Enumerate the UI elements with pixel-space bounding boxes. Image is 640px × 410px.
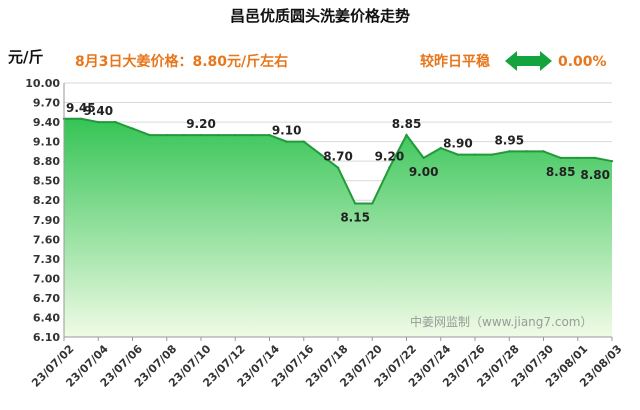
y-tick-label: 10.00 [25,77,60,90]
data-label: 8.15 [340,210,370,224]
y-tick-label: 9.40 [33,116,60,129]
y-tick-label: 6.70 [33,292,60,305]
data-point [199,133,203,137]
data-point [473,153,477,156]
y-tick-label: 9.70 [33,97,60,110]
data-label: 9.20 [186,117,216,131]
data-point [97,120,100,124]
data-label: 9.10 [272,124,302,138]
price-area [64,118,612,337]
y-tick-label: 7.00 [33,272,60,285]
data-point [508,150,511,153]
data-point [79,117,83,121]
data-point [216,133,220,137]
data-point [490,153,494,156]
y-tick-label: 6.10 [33,331,60,344]
chart-title: 昌邑优质圆头洗姜价格走势 [230,7,410,25]
change-value: 0.00% [558,54,607,70]
data-point [302,140,305,143]
data-point [542,150,545,153]
data-point [405,133,408,137]
y-tick-label: 9.10 [33,136,60,149]
data-label: 8.95 [494,133,524,147]
data-label: 9.40 [83,104,113,118]
data-point [371,202,374,205]
data-label: 8.85 [392,117,422,131]
data-point [148,133,151,137]
data-point [268,133,271,137]
data-point [336,166,340,169]
data-point [285,140,288,143]
data-point [559,156,562,160]
data-point [165,133,168,137]
y-tick-label: 7.60 [33,233,60,246]
data-label: 8.90 [443,137,473,151]
unit-label: 元/斤 [8,48,43,66]
data-point [593,156,597,160]
data-point [388,166,391,169]
area-layer [62,117,614,337]
data-point [422,156,425,160]
data-label: 8.85 [546,165,576,179]
double-arrow-icon [505,51,552,71]
headline-price: 8月3日大姜价格：8.80元/斤左右 [75,53,288,70]
data-point [131,127,134,130]
watermark: 中姜网监制（www.jiang7.com） [410,314,592,329]
data-label: 8.80 [580,168,610,182]
data-labels: 9.459.40 9.20 9.10 8.70 8.15 9.20 8.85 9.00 8.90… [66,101,610,225]
data-label: 9.20 [375,150,405,164]
data-point [251,133,254,137]
data-point [182,133,186,137]
y-tick-label: 7.90 [33,214,60,227]
data-label: 9.45 [66,101,96,115]
data-point [610,159,614,163]
y-tick-label: 8.50 [33,175,60,188]
data-point [234,133,237,137]
data-point [456,153,460,156]
change-label: 较昨日平稳 [420,53,490,70]
y-tick-label: 6.40 [33,311,60,324]
data-point [576,156,579,160]
data-point [353,202,357,205]
data-point [525,150,528,153]
y-tick-label: 8.20 [33,194,60,207]
y-tick-label: 7.30 [33,253,60,266]
data-point [439,146,442,150]
data-label: 9.00 [409,165,439,179]
data-point [114,120,117,124]
data-point [319,153,323,156]
y-tick-label: 8.80 [33,155,60,168]
data-label: 8.70 [323,150,353,164]
